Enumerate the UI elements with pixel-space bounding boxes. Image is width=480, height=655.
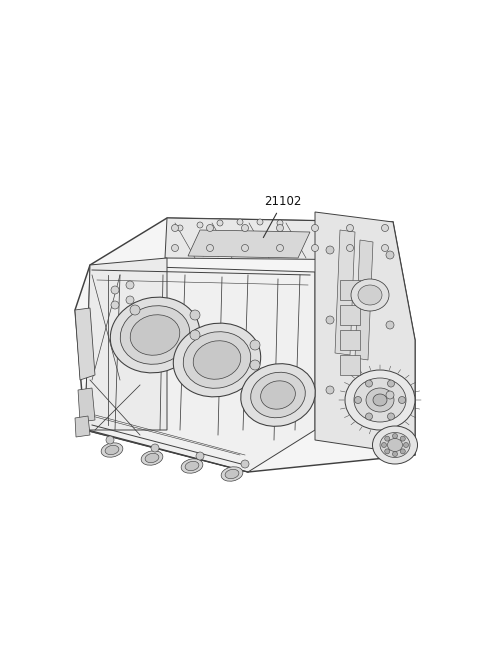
Ellipse shape	[221, 467, 243, 481]
Ellipse shape	[351, 279, 389, 311]
Circle shape	[111, 286, 119, 294]
Circle shape	[106, 436, 114, 444]
Ellipse shape	[372, 426, 418, 464]
Ellipse shape	[241, 364, 315, 426]
Circle shape	[241, 225, 249, 231]
Circle shape	[250, 360, 260, 370]
Circle shape	[177, 225, 183, 231]
Circle shape	[382, 244, 388, 252]
Circle shape	[382, 443, 386, 447]
Polygon shape	[85, 258, 167, 430]
Polygon shape	[75, 218, 415, 472]
Circle shape	[206, 244, 214, 252]
Ellipse shape	[193, 341, 241, 379]
Circle shape	[250, 340, 260, 350]
Polygon shape	[85, 265, 315, 472]
Ellipse shape	[380, 432, 410, 457]
Circle shape	[326, 386, 334, 394]
Ellipse shape	[181, 458, 203, 473]
Circle shape	[326, 316, 334, 324]
Polygon shape	[340, 355, 360, 375]
Polygon shape	[355, 240, 373, 360]
Circle shape	[386, 321, 394, 329]
Circle shape	[386, 391, 394, 399]
Circle shape	[385, 449, 390, 454]
Ellipse shape	[261, 381, 295, 409]
Circle shape	[237, 219, 243, 225]
Polygon shape	[75, 416, 90, 437]
Circle shape	[387, 413, 395, 420]
Circle shape	[404, 443, 408, 447]
Circle shape	[241, 460, 249, 468]
Polygon shape	[75, 308, 95, 380]
Ellipse shape	[225, 470, 239, 479]
Polygon shape	[335, 230, 355, 355]
Circle shape	[386, 251, 394, 259]
Circle shape	[111, 301, 119, 309]
Ellipse shape	[130, 315, 180, 355]
Ellipse shape	[358, 285, 382, 305]
Ellipse shape	[183, 331, 251, 388]
Circle shape	[347, 225, 353, 231]
Circle shape	[355, 396, 361, 403]
Text: 21102: 21102	[264, 195, 302, 238]
Circle shape	[241, 244, 249, 252]
Ellipse shape	[101, 443, 123, 457]
Circle shape	[393, 434, 397, 438]
Circle shape	[171, 225, 179, 231]
Ellipse shape	[120, 306, 190, 364]
Circle shape	[398, 396, 406, 403]
Ellipse shape	[366, 388, 394, 412]
Circle shape	[206, 225, 214, 231]
Ellipse shape	[354, 378, 406, 422]
Circle shape	[257, 219, 263, 225]
Circle shape	[385, 436, 390, 441]
Circle shape	[312, 225, 319, 231]
Polygon shape	[315, 212, 415, 455]
Circle shape	[126, 296, 134, 304]
Circle shape	[126, 281, 134, 289]
Ellipse shape	[251, 372, 305, 418]
Circle shape	[276, 225, 284, 231]
Circle shape	[190, 310, 200, 320]
Circle shape	[312, 244, 319, 252]
Circle shape	[151, 444, 159, 452]
Circle shape	[387, 380, 395, 387]
Ellipse shape	[110, 297, 200, 373]
Circle shape	[400, 436, 405, 441]
Circle shape	[190, 330, 200, 340]
Circle shape	[365, 413, 372, 420]
Ellipse shape	[373, 394, 387, 406]
Circle shape	[382, 225, 388, 231]
Circle shape	[130, 305, 140, 315]
Circle shape	[196, 452, 204, 460]
Polygon shape	[188, 230, 310, 258]
Circle shape	[217, 220, 223, 226]
Circle shape	[393, 451, 397, 457]
Ellipse shape	[105, 445, 119, 455]
Circle shape	[326, 246, 334, 254]
Ellipse shape	[173, 323, 261, 397]
Polygon shape	[78, 388, 95, 422]
Ellipse shape	[141, 451, 163, 465]
Ellipse shape	[145, 453, 159, 462]
Polygon shape	[165, 218, 393, 260]
Circle shape	[171, 244, 179, 252]
Ellipse shape	[387, 438, 403, 451]
Circle shape	[276, 244, 284, 252]
Polygon shape	[340, 280, 360, 300]
Circle shape	[347, 244, 353, 252]
Circle shape	[365, 380, 372, 387]
Ellipse shape	[345, 370, 415, 430]
Circle shape	[277, 220, 283, 226]
Polygon shape	[340, 330, 360, 350]
Polygon shape	[340, 305, 360, 325]
Circle shape	[197, 222, 203, 228]
Circle shape	[400, 449, 405, 454]
Ellipse shape	[185, 461, 199, 471]
